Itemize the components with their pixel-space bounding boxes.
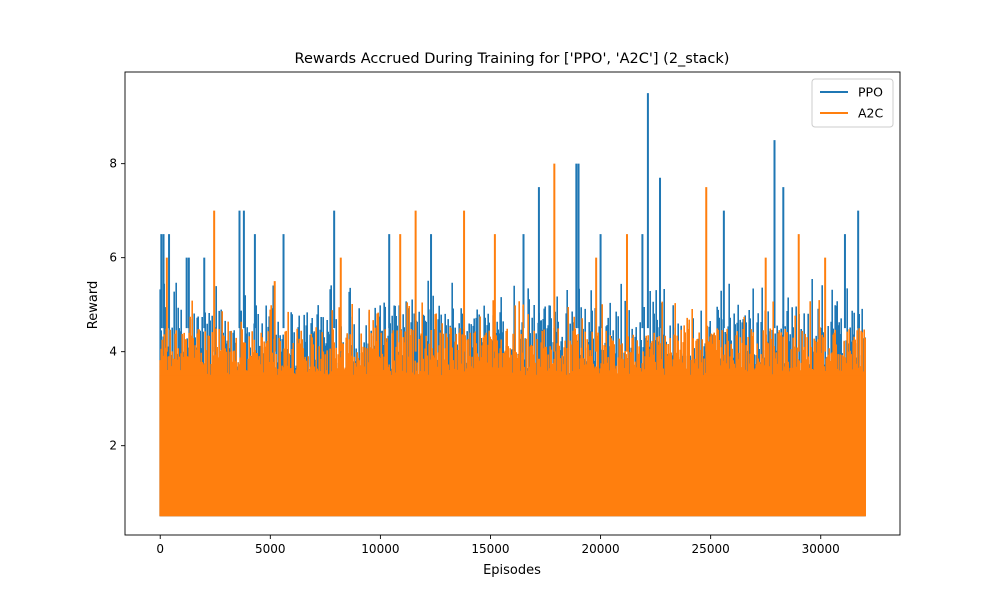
legend: PPO A2C bbox=[811, 78, 894, 128]
axes: 0 5000 10000 15000 20000 25000 30000 2 4 6 8 bbox=[109, 71, 901, 556]
x-tick-label: 5000 bbox=[255, 542, 286, 556]
y-tick-label: 4 bbox=[109, 345, 117, 359]
series-band-a2c bbox=[160, 375, 865, 517]
x-tick-label: 0 bbox=[156, 542, 164, 556]
x-tick-label: 20000 bbox=[581, 542, 619, 556]
x-tick-label: 10000 bbox=[361, 542, 399, 556]
x-axis-label: Episodes bbox=[483, 563, 541, 578]
legend-label-a2c: A2C bbox=[858, 106, 884, 121]
x-tick-label: 15000 bbox=[471, 542, 509, 556]
chart-title: Rewards Accrued During Training for ['PP… bbox=[295, 51, 730, 67]
series-a2c bbox=[159, 163, 866, 517]
plot-area bbox=[159, 93, 866, 517]
legend-label-ppo: PPO bbox=[858, 85, 883, 100]
y-tick-label: 6 bbox=[109, 251, 117, 265]
y-tick-label: 8 bbox=[109, 157, 117, 171]
x-tick-label: 25000 bbox=[692, 542, 730, 556]
y-axis-label: Reward bbox=[86, 281, 101, 329]
y-tick-label: 2 bbox=[109, 439, 117, 453]
axes-frame bbox=[124, 71, 901, 536]
x-tick-label: 30000 bbox=[802, 542, 840, 556]
